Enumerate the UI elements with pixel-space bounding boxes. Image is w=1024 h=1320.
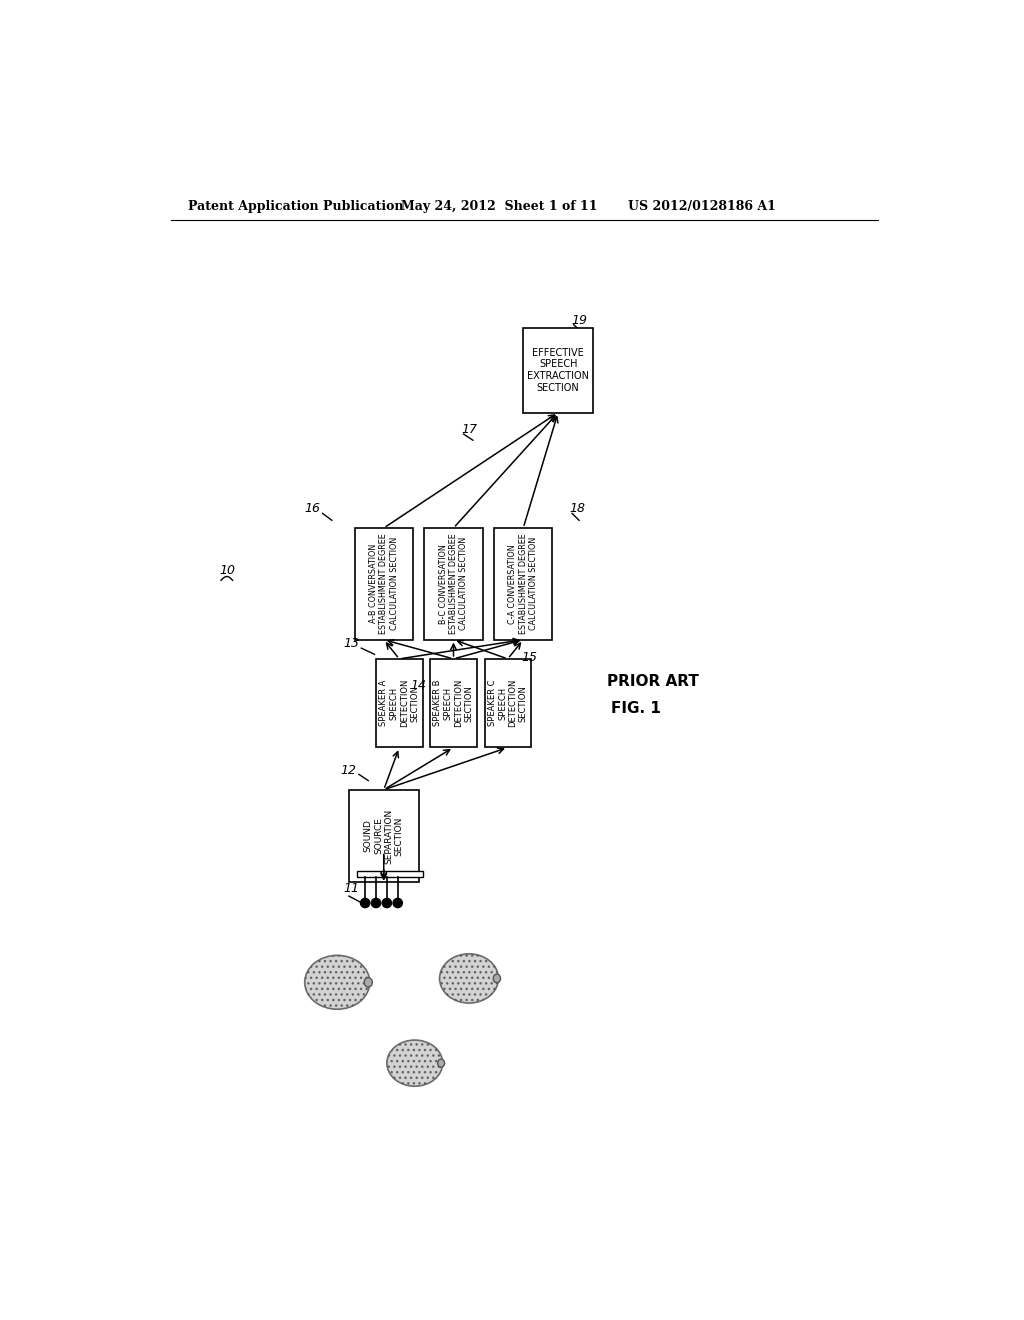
- Circle shape: [360, 899, 370, 908]
- Text: SPEAKER B
SPEECH
DETECTION
SECTION: SPEAKER B SPEECH DETECTION SECTION: [433, 678, 473, 727]
- Circle shape: [393, 899, 402, 908]
- Text: SPEAKER C
SPEECH
DETECTION
SECTION: SPEAKER C SPEECH DETECTION SECTION: [487, 678, 527, 727]
- Ellipse shape: [387, 1040, 442, 1086]
- Text: 17: 17: [461, 422, 477, 436]
- Text: C-A CONVERSATION
ESTABLISHMENT DEGREE
CALCULATION SECTION: C-A CONVERSATION ESTABLISHMENT DEGREE CA…: [508, 533, 539, 634]
- Text: 14: 14: [411, 680, 427, 693]
- Text: PRIOR ART: PRIOR ART: [607, 675, 698, 689]
- Text: 16: 16: [304, 502, 321, 515]
- Text: 19: 19: [571, 314, 588, 326]
- Bar: [376, 659, 423, 747]
- Text: 11: 11: [343, 882, 359, 895]
- Text: SOUND
SOURCE
SEPARATION
SECTION: SOUND SOURCE SEPARATION SECTION: [364, 808, 403, 863]
- Text: May 24, 2012  Sheet 1 of 11: May 24, 2012 Sheet 1 of 11: [400, 199, 597, 213]
- Circle shape: [382, 899, 391, 908]
- Text: 10: 10: [219, 564, 236, 577]
- Text: B-C CONVERSATION
ESTABLISHMENT DEGREE
CALCULATION SECTION: B-C CONVERSATION ESTABLISHMENT DEGREE CA…: [438, 533, 468, 634]
- Ellipse shape: [494, 974, 501, 983]
- Text: 15: 15: [521, 651, 538, 664]
- Bar: [349, 789, 419, 882]
- Text: US 2012/0128186 A1: US 2012/0128186 A1: [628, 199, 776, 213]
- Text: SPEAKER A
SPEECH
DETECTION
SECTION: SPEAKER A SPEECH DETECTION SECTION: [379, 678, 420, 727]
- Text: 18: 18: [569, 502, 586, 515]
- Bar: [523, 327, 593, 412]
- Ellipse shape: [305, 956, 370, 1010]
- Text: 13: 13: [343, 638, 359, 649]
- Ellipse shape: [439, 954, 499, 1003]
- Ellipse shape: [437, 1059, 444, 1067]
- Bar: [430, 659, 477, 747]
- Bar: [354, 528, 413, 640]
- Text: Patent Application Publication: Patent Application Publication: [188, 199, 403, 213]
- Bar: [495, 528, 552, 640]
- Text: FIG. 1: FIG. 1: [611, 701, 660, 717]
- Bar: [356, 871, 423, 876]
- Text: A-B CONVERSATION
ESTABLISHMENT DEGREE
CALCULATION SECTION: A-B CONVERSATION ESTABLISHMENT DEGREE CA…: [369, 533, 398, 634]
- Ellipse shape: [365, 978, 373, 987]
- Text: EFFECTIVE
SPEECH
EXTRACTION
SECTION: EFFECTIVE SPEECH EXTRACTION SECTION: [527, 347, 589, 392]
- Bar: [424, 528, 482, 640]
- Text: 12: 12: [341, 764, 356, 777]
- Bar: [484, 659, 531, 747]
- Circle shape: [372, 899, 381, 908]
